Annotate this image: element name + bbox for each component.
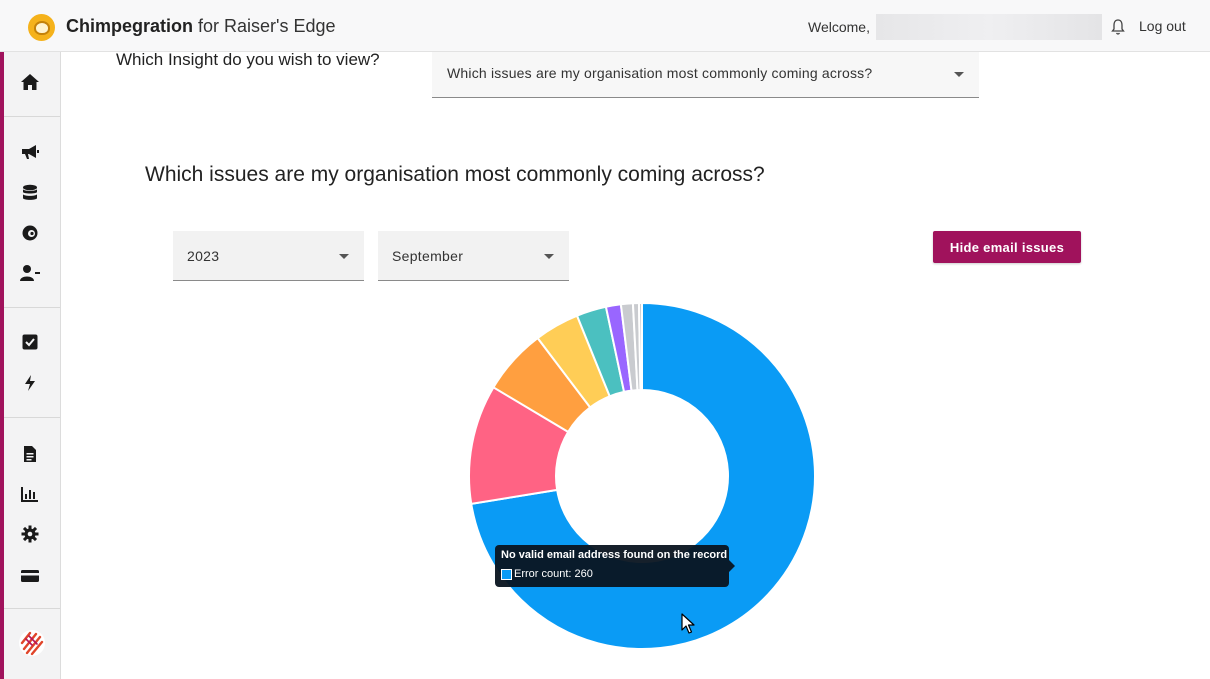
company-logo-icon[interactable] bbox=[18, 629, 46, 657]
credit-card-icon[interactable] bbox=[19, 565, 41, 587]
brand-suffix: for Raiser's Edge bbox=[198, 16, 336, 36]
mailchimp-icon[interactable] bbox=[19, 222, 41, 244]
document-icon[interactable] bbox=[19, 443, 41, 465]
home-icon[interactable] bbox=[19, 71, 41, 93]
app-title: Chimpegration for Raiser's Edge bbox=[66, 16, 336, 37]
megaphone-icon[interactable] bbox=[19, 141, 41, 163]
welcome-text: Welcome, bbox=[808, 19, 870, 35]
tooltip-title: No valid email address found on the reco… bbox=[501, 549, 728, 561]
year-select[interactable]: 2023 bbox=[173, 231, 364, 281]
tooltip-body: Error count: 260 bbox=[514, 568, 593, 580]
tooltip-color-swatch bbox=[501, 569, 512, 580]
lightning-icon[interactable] bbox=[19, 372, 41, 394]
mouse-cursor-icon bbox=[681, 613, 695, 634]
redacted-username bbox=[876, 14, 1102, 40]
month-select[interactable]: September bbox=[378, 231, 569, 281]
gear-icon[interactable] bbox=[19, 523, 41, 545]
database-icon[interactable] bbox=[19, 182, 41, 204]
user-minus-icon[interactable] bbox=[19, 262, 41, 284]
chevron-down-icon bbox=[954, 72, 964, 77]
donut-slice[interactable] bbox=[637, 301, 643, 392]
section-title: Which issues are my organisation most co… bbox=[145, 163, 765, 186]
checkbox-icon[interactable] bbox=[19, 331, 41, 353]
bar-chart-icon[interactable] bbox=[19, 483, 41, 505]
brand-name: Chimpegration bbox=[66, 16, 194, 36]
sidebar-divider bbox=[4, 116, 60, 117]
month-select-value: September bbox=[392, 248, 464, 264]
bell-icon[interactable] bbox=[1110, 18, 1126, 36]
top-header: Chimpegration for Raiser's Edge Welcome,… bbox=[0, 0, 1210, 52]
logout-link[interactable]: Log out bbox=[1139, 18, 1186, 34]
sidebar-accent-bar bbox=[0, 52, 4, 679]
sidebar-divider bbox=[4, 307, 60, 308]
insight-question-label: Which Insight do you wish to view? bbox=[116, 50, 380, 69]
insight-select[interactable]: Which issues are my organisation most co… bbox=[432, 52, 979, 98]
year-select-value: 2023 bbox=[187, 248, 220, 264]
chart-tooltip: No valid email address found on the reco… bbox=[495, 545, 735, 587]
hide-email-issues-button[interactable]: Hide email issues bbox=[933, 231, 1081, 263]
insight-select-value: Which issues are my organisation most co… bbox=[447, 65, 873, 81]
issues-donut-chart[interactable] bbox=[460, 295, 825, 660]
sidebar-divider bbox=[4, 417, 60, 418]
sidebar-divider bbox=[4, 608, 60, 609]
chevron-down-icon bbox=[339, 254, 349, 259]
chimpegration-logo-icon[interactable] bbox=[28, 14, 55, 41]
chevron-down-icon bbox=[544, 254, 554, 259]
